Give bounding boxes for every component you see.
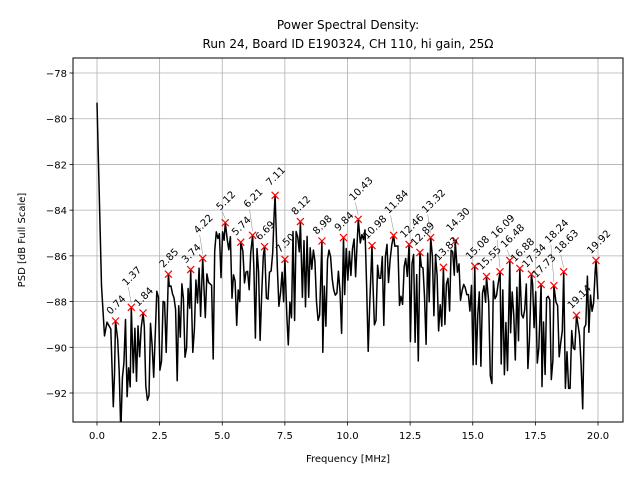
y-tick-label: −92 [46,389,67,400]
plot-frame [72,57,624,423]
x-axis-label: Frequency [MHz] [306,454,390,465]
peak-label-leader [550,244,555,282]
x-tick-label: 7.5 [277,431,293,442]
y-tick-label: −80 [46,115,67,126]
peak-label: 10.43 [348,175,376,203]
peak-label-leader [222,211,226,219]
x-axis-ticks: 0.0 2.5 5.0 7.5 10.0 12.5 15.0 17.5 20.0 [89,422,609,442]
psd-line [96,102,599,422]
x-tick-label: 12.5 [399,431,421,442]
peak-marker [515,264,524,273]
y-tick-label: −88 [46,298,67,309]
peak-label-leader [128,287,132,304]
peak-label: 19.92 [585,228,613,256]
peak-marker [482,272,491,281]
peak-marker [559,267,568,276]
peak-label-leader [355,202,359,216]
peak-marker [368,241,376,250]
peak-marker [164,270,173,279]
peak-label: 11.84 [383,188,411,216]
peak-marker [415,248,424,257]
peak-label: 8.12 [290,194,314,218]
x-tick-label: 0.0 [89,431,105,442]
peak-label-leader [506,249,511,257]
peak-marker [496,267,504,276]
y-tick-label: −84 [46,206,67,217]
y-tick-label: −90 [46,343,67,354]
peak-label: 1.84 [132,286,156,310]
chart-title: Power Spectral Density: [277,18,419,32]
chart-subtitle: Run 24, Board ID E190324, CH 110, hi gai… [203,37,494,51]
peak-label: 6.21 [242,187,266,211]
peak-label-leader [390,215,394,232]
peak-marker [426,233,435,242]
peak-markers [111,191,600,325]
peak-marker [248,231,257,240]
peak-label-leader [496,239,501,268]
peak-marker [592,256,600,265]
peak-label: 7.11 [264,165,288,189]
peak-label: 5.74 [230,215,254,239]
x-tick-label: 17.5 [524,431,546,442]
peak-marker [572,311,581,320]
y-tick-label: −86 [46,252,67,263]
peak-marker [549,281,558,290]
peak-label: 4.22 [192,213,216,237]
grid-lines [73,58,623,422]
peak-label: 9.84 [333,210,357,234]
peak-label: 10.98 [361,214,389,242]
peak-label: 13.32 [420,188,448,216]
peak-marker [389,231,398,240]
peak-marker [505,256,514,265]
peak-marker [339,233,348,242]
peak-label: 0.74 [105,294,129,318]
peak-marker [439,263,448,272]
peak-label: 1.37 [121,265,145,289]
peak-marker [318,237,326,245]
peak-marker [451,237,460,245]
peak-label: 5.12 [215,189,239,213]
peak-label-leader [560,254,564,268]
y-tick-label: −78 [46,69,67,80]
peak-marker [260,242,269,251]
peak-label-leader [249,209,253,232]
x-tick-label: 15.0 [462,431,484,442]
peak-marker [527,270,536,279]
peak-marker [198,254,207,263]
x-tick-label: 5.0 [214,431,230,442]
peak-marker [537,280,546,289]
peak-label: 8.98 [311,214,335,238]
y-axis-label: PSD [dB Full Scale] [17,193,28,288]
x-tick-label: 10.0 [336,431,358,442]
peak-marker [236,238,245,247]
y-axis-ticks: −78 −80 −82 −84 −86 −88 −90 −92 [46,69,73,400]
x-tick-label: 20.0 [587,431,609,442]
peak-marker [354,215,363,224]
x-tick-label: 2.5 [152,431,168,442]
peak-label: 3.74 [180,242,204,266]
peak-label-leader [199,235,203,255]
peak-label: 7.50 [274,232,298,256]
peak-marker [186,265,195,274]
peak-marker [280,255,289,264]
peak-marker [296,217,305,226]
peak-marker [221,218,230,227]
peak-label: 2.85 [158,247,182,271]
peak-marker [127,303,136,312]
peak-marker [111,317,120,325]
peak-marker [470,262,479,271]
y-tick-label: −82 [46,160,67,171]
peak-label-leader [427,214,431,234]
peak-label-leaders [128,202,564,304]
peak-marker [271,191,280,200]
peak-marker [139,309,148,317]
peak-marker [405,240,414,249]
